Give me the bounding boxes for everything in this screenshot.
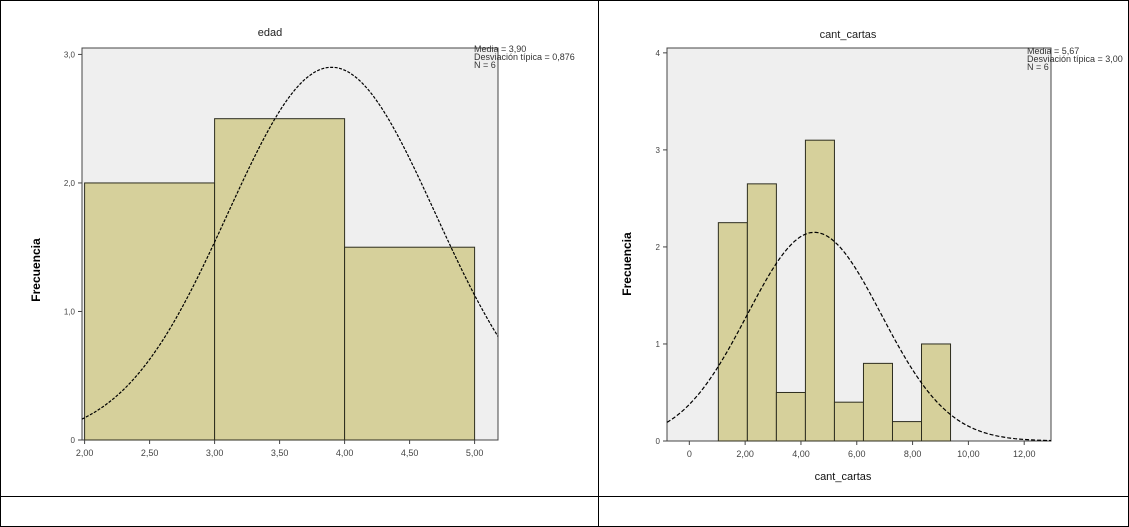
histogram-bar-4: [804, 139, 835, 442]
y-tick-label: 2,0: [64, 179, 76, 188]
histogram-bar-6: [862, 362, 893, 442]
legend: Media = 5,67 Desviación típica = 3,00 N …: [1027, 46, 1123, 72]
y-tick-label: 1,0: [64, 307, 76, 316]
histogram-cant-cartas: cant_cartas 0 2,00 4,00 6,00 8,00 10,00 12,00 0…: [620, 29, 1123, 483]
histogram-bar-3: [344, 246, 476, 441]
y-tick-label: 0: [656, 437, 661, 446]
y-tick-label: 3: [656, 146, 661, 155]
x-tick-label: 10,00: [957, 449, 980, 459]
histogram-bar-1: [717, 222, 748, 442]
x-tick-label: 0: [687, 449, 692, 459]
legend-n: N = 6: [1027, 62, 1049, 72]
histogram-bar-5: [833, 401, 864, 442]
y-axis-label: Frecuencia: [29, 238, 43, 302]
x-tick-label: 2,50: [141, 448, 159, 458]
histogram-bar-7: [891, 421, 923, 442]
x-tick-label: 6,00: [848, 449, 866, 459]
legend: Media = 3,90 Desviación típica = 0,876 N…: [474, 44, 575, 70]
legend-sd: Desviación típica = 0,876: [474, 52, 575, 62]
x-tick-label: 2,00: [76, 448, 94, 458]
x-tick-label: 3,00: [206, 448, 224, 458]
legend-mean: Media = 3,90: [474, 44, 526, 54]
chart-title: edad: [258, 27, 282, 39]
normal-curve: [666, 231, 1052, 442]
y-tick-label: 4: [656, 49, 661, 58]
histogram-bar-2: [746, 183, 777, 442]
histogram-bar-8: [921, 343, 952, 442]
x-tick-label: 5,00: [466, 448, 484, 458]
y-tick-label: 3,0: [64, 50, 76, 59]
y-tick-label: 2: [656, 243, 661, 252]
histogram-edad: edad 2,00 2,50 3,00 3,50 4,00 4,50 5,00 0 1,0 2,0…: [29, 27, 575, 458]
x-tick-label: 3,50: [271, 448, 289, 458]
x-tick-label: 8,00: [904, 449, 922, 459]
legend-mean: Media = 5,67: [1027, 46, 1079, 56]
y-tick-label: 0: [71, 436, 76, 445]
x-tick-label: 4,00: [792, 449, 810, 459]
y-axis-label: Frecuencia: [620, 232, 634, 296]
histogram-bar-2: [214, 118, 346, 441]
y-tick-label: 1: [656, 340, 661, 349]
x-tick-label: 2,00: [736, 449, 754, 459]
histogram-bar-1: [84, 182, 216, 441]
table-cell-bottom-left: [0, 496, 599, 527]
x-tick-label: 4,00: [336, 448, 354, 458]
x-axis-label: cant_cartas: [815, 471, 872, 483]
x-tick-label: 12,00: [1013, 449, 1036, 459]
table-cell-bottom-right: [598, 496, 1129, 527]
x-tick-label: 4,50: [401, 448, 419, 458]
histogram-bar-3: [775, 391, 806, 442]
legend-sd: Desviación típica = 3,00: [1027, 54, 1123, 64]
legend-n: N = 6: [474, 60, 496, 70]
chart-title: cant_cartas: [820, 29, 877, 41]
